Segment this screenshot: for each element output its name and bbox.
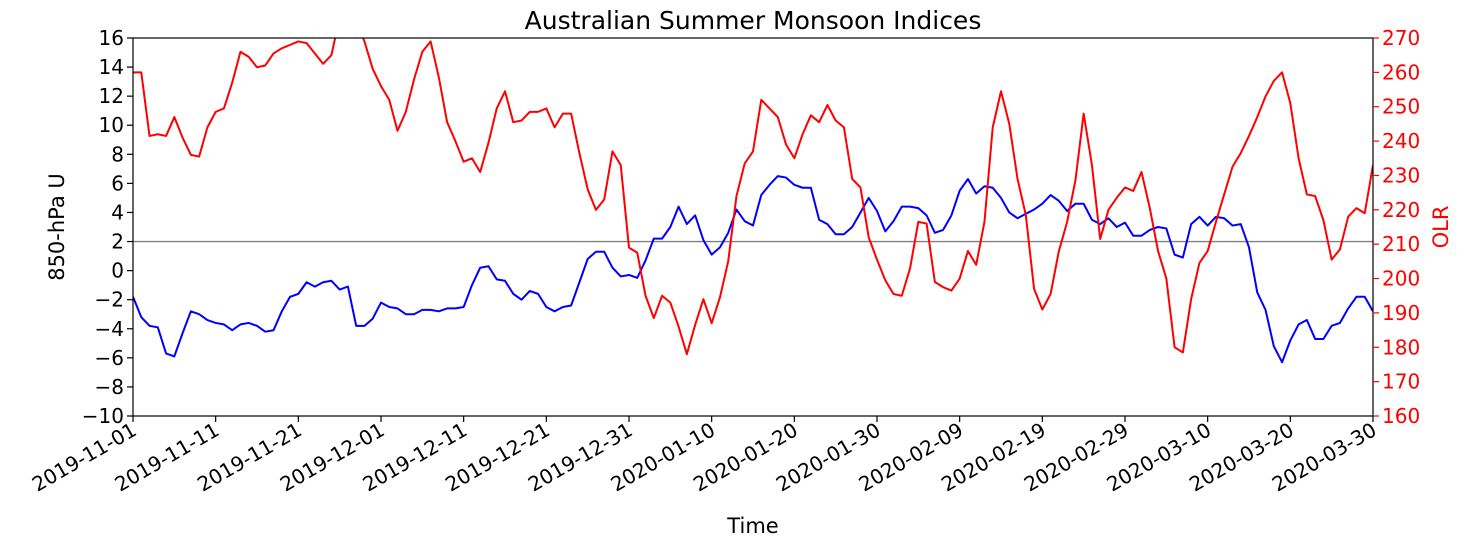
y-tick-label: −8 [95,375,124,399]
y2-tick-label: 170 [1382,370,1420,394]
y2-tick-label: 230 [1382,163,1420,187]
y2-tick-label: 160 [1382,404,1420,428]
y-tick-label: −10 [82,404,124,428]
y-tick-label: −4 [95,317,124,341]
series-layer [133,38,1373,364]
y-tick-label: 6 [111,171,124,195]
right-axis-ticks: 160 170 180 190 200 210 220 230 240 250 260 270 [1373,26,1420,428]
y2-tick-label: 250 [1382,95,1420,119]
y-axis-label: 850-hPa U [45,173,69,281]
y-tick-label: 12 [99,84,124,108]
y2-tick-label: 220 [1382,198,1420,222]
x-axis-ticks: 2019-11-012019-11-112019-11-212019-12-01… [28,416,1381,496]
y2-axis-label: OLR [1429,206,1453,249]
y-tick-label: −6 [95,346,124,370]
plot-frame [132,37,1374,417]
y2-tick-label: 270 [1382,26,1420,50]
y-tick-label: −2 [95,288,124,312]
y2-tick-label: 260 [1382,60,1420,84]
y-tick-label: 8 [111,142,124,166]
y2-tick-label: 240 [1382,129,1420,153]
y-tick-label: 2 [111,230,124,254]
y2-tick-label: 180 [1382,335,1420,359]
chart-title: Australian Summer Monsoon Indices [525,6,982,35]
olr-series-line [133,38,1373,356]
u850-series-line [133,175,1373,364]
y-tick-label: 10 [99,113,124,137]
y-tick-label: 4 [111,200,124,224]
y-tick-label: 14 [99,55,124,79]
x-axis-label: Time [726,514,778,538]
y-tick-label: 16 [99,26,124,50]
y2-tick-label: 190 [1382,301,1420,325]
y2-tick-label: 210 [1382,232,1420,256]
y-tick-label: 0 [111,259,124,283]
y2-tick-label: 200 [1382,267,1420,291]
left-axis-ticks: −10 −8 −6 −4 −2 0 2 4 6 8 10 12 14 16 [82,26,133,428]
